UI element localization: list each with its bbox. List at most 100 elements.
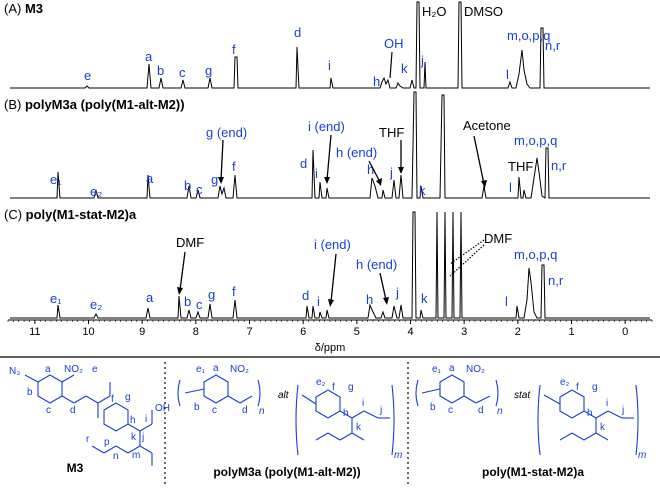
- peak-label-mopq: m,o,p,q: [514, 133, 557, 148]
- peak-label-a: a: [145, 49, 153, 64]
- panel-b-arrowheads: [218, 167, 487, 188]
- peak-label-c: c: [196, 297, 203, 312]
- atom-g: g: [348, 382, 354, 393]
- peak-label-g: g: [208, 287, 215, 302]
- panel-b-peak-labels: e₁ e₂ a b c g g (end) f d i (end) i h (e…: [50, 118, 567, 199]
- atom-a: a: [213, 363, 219, 374]
- peak-label-nr: n,r: [545, 38, 561, 53]
- peak-label-thf-2: THF: [508, 159, 533, 174]
- peak-label-j: j: [420, 53, 424, 68]
- peak-label-l: l: [505, 294, 508, 309]
- peak-label-k: k: [419, 183, 426, 198]
- atom-m: m: [132, 450, 140, 461]
- tick-label-3: 3: [461, 326, 467, 338]
- peak-label-e1: e₁: [50, 172, 62, 187]
- tick-label-2: 2: [515, 326, 521, 338]
- atom-d: d: [70, 405, 76, 416]
- panel-b: (B) polyM3a (poly(M1-alt-M2)) e₁ e₂ a b …: [4, 91, 650, 199]
- peak-label-g: g: [205, 63, 212, 78]
- atom-h: h: [587, 408, 593, 419]
- atom-c: c: [448, 405, 453, 416]
- structure-stat: [415, 374, 639, 456]
- panel-c-arrowheads: [177, 287, 389, 307]
- peak-label-i-end: i (end): [314, 237, 351, 252]
- tick-label-4: 4: [407, 326, 413, 338]
- structure-stat-name: poly(M1-stat-M2)a: [482, 465, 584, 479]
- atom-e1: e₁: [432, 364, 442, 375]
- atom-b: b: [27, 387, 33, 398]
- peak-label-d: d: [302, 288, 309, 303]
- peak-label-f: f: [232, 284, 236, 299]
- atom-e: e: [92, 364, 98, 375]
- panel-b-title: (B) polyM3a (poly(M1-alt-M2)): [4, 97, 185, 112]
- subscript-n: n: [497, 406, 503, 417]
- structure-m3: [24, 374, 153, 466]
- atom-k: k: [131, 432, 137, 443]
- peak-label-thf: THF: [379, 125, 404, 140]
- panel-c-title: (C) poly(M1-stat-M2)a: [4, 207, 137, 222]
- atom-j: j: [379, 405, 382, 416]
- spectrum-b: [10, 91, 650, 199]
- atom-j: j: [621, 405, 624, 416]
- peak-label-oh: OH: [384, 36, 404, 51]
- panel-c: (C) poly(M1-stat-M2)a DMF e₁ e₂ a b c g …: [4, 207, 650, 319]
- oh-arrow: [389, 51, 393, 79]
- peak-label-c: c: [179, 65, 186, 80]
- peak-label-i: i: [317, 294, 320, 309]
- tick-label-5: 5: [354, 326, 360, 338]
- atom-b: b: [430, 402, 436, 413]
- atom-i: i: [362, 398, 364, 409]
- peak-label-i: i: [328, 58, 331, 73]
- spectrum-c: [10, 211, 650, 319]
- atom-d: d: [478, 405, 484, 416]
- peak-label-e2: e₂: [90, 297, 102, 312]
- peak-label-c: c: [196, 182, 203, 197]
- tick-label-11: 11: [29, 326, 40, 338]
- peak-label-j: j: [389, 165, 393, 180]
- peak-label-j: j: [395, 285, 399, 300]
- atom-p: p: [104, 437, 110, 448]
- peak-label-e2: e₂: [90, 184, 102, 199]
- panel-c-peak-labels: DMF e₁ e₂ a b c g f d i (end) i h (end) …: [50, 231, 564, 312]
- tick-label-10: 10: [82, 326, 94, 338]
- panel-a-peak-labels: e a b c g f d OH i h k j H₂O DMSO m,o,p,…: [84, 4, 561, 89]
- peak-label-l: l: [506, 67, 509, 82]
- peak-label-h: h: [366, 292, 373, 307]
- subscript-n: n: [259, 406, 265, 417]
- peak-label-dmf-2: DMF: [484, 231, 512, 246]
- structure-m3-name: M3: [67, 461, 84, 475]
- tick-label-0: 0: [622, 326, 628, 338]
- peak-label-nr: n,r: [548, 273, 564, 288]
- peak-label-f: f: [232, 42, 236, 57]
- atom-c: c: [46, 405, 51, 416]
- tick-label-7: 7: [246, 326, 252, 338]
- peak-label-nr: n,r: [551, 158, 567, 173]
- atom-no2: NO₂: [64, 364, 83, 375]
- tick-label-9: 9: [139, 326, 145, 338]
- panel-b-arrows: [220, 134, 485, 185]
- atom-f: f: [111, 394, 114, 405]
- atom-f: f: [576, 382, 579, 393]
- peak-label-a: a: [146, 171, 154, 186]
- peak-label-h2o: H₂O: [422, 4, 447, 19]
- dmf-dotted-leaders: [449, 239, 485, 277]
- peak-label-mopq: m,o,p,q: [507, 28, 550, 43]
- atom-a: a: [45, 364, 51, 375]
- structure-alt-labels: e₁ a NO₂ b c d n e₂ f g h i k j m: [194, 363, 402, 461]
- atom-no2: NO₂: [230, 364, 249, 375]
- major-ticks: 11 10 9 8 7 6 5 4 3 2 1 0: [29, 320, 628, 338]
- atom-c: c: [212, 405, 217, 416]
- peak-label-g-end: g (end): [206, 125, 247, 140]
- tick-label-8: 8: [193, 326, 199, 338]
- peak-label-h: h: [373, 74, 380, 89]
- tick-label-6: 6: [300, 326, 306, 338]
- panel-c-arrows: [179, 251, 387, 303]
- atom-h: h: [130, 415, 136, 426]
- atom-d: d: [242, 405, 248, 416]
- peak-label-acetone: Acetone: [463, 118, 511, 133]
- axis-label: δ/ppm: [315, 342, 346, 354]
- structure-stat-labels: e₁ a NO₂ b c d n e₂ f g h i k j m: [430, 363, 646, 461]
- peak-label-d: d: [294, 25, 301, 40]
- peak-label-dmso: DMSO: [464, 4, 503, 19]
